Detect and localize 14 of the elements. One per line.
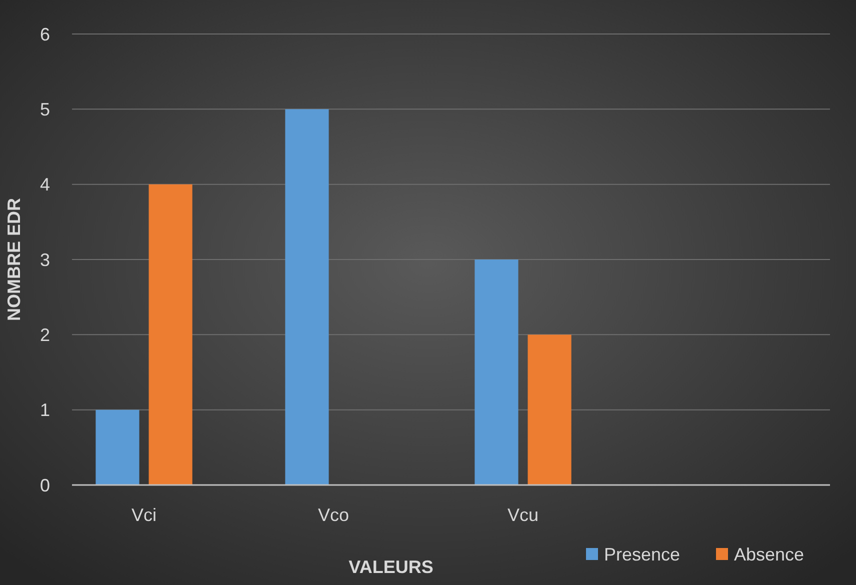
legend-label: Absence <box>734 544 804 564</box>
y-tick-label: 4 <box>40 174 50 195</box>
legend-label: Presence <box>604 544 680 564</box>
x-tick-label: Vcu <box>507 505 539 525</box>
x-axis-title: VALEURS <box>348 557 434 577</box>
y-tick-label: 5 <box>40 99 50 120</box>
y-tick-label: 2 <box>40 324 50 345</box>
y-tick-label: 3 <box>40 250 50 270</box>
x-tick-label: Vco <box>318 505 350 525</box>
y-tick-label: 6 <box>40 24 50 44</box>
y-tick-label: 0 <box>40 475 50 496</box>
y-tick-label: 1 <box>40 400 50 420</box>
x-tick-label: Vci <box>132 505 157 525</box>
y-axis-title: NOMBRE EDR <box>4 198 24 322</box>
